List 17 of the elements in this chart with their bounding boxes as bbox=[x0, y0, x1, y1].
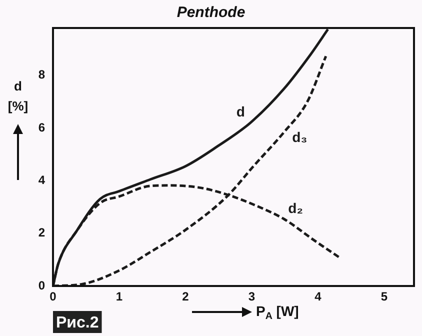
chart-title: Penthode bbox=[176, 4, 246, 22]
y-tick-label: 0 bbox=[38, 278, 46, 292]
text: Рис.2 bbox=[56, 314, 99, 332]
series-label: d₃ bbox=[292, 128, 308, 145]
y-tick-label: 4 bbox=[38, 173, 46, 188]
x-tick-label: 1 bbox=[116, 290, 123, 304]
y-tick-label: 8 bbox=[38, 68, 46, 82]
x-tick-label: 2 bbox=[182, 290, 190, 304]
series-label: d bbox=[236, 104, 245, 120]
y-axis-title: d [%] bbox=[8, 78, 28, 114]
y-tick-label: 2 bbox=[38, 226, 46, 240]
x-tick-label: 5 bbox=[380, 290, 388, 304]
x-tick-label: 0 bbox=[50, 290, 57, 304]
y-tick-label: 6 bbox=[38, 120, 46, 134]
x-tick-label: 4 bbox=[314, 290, 322, 304]
series-label: d₂ bbox=[288, 200, 303, 216]
x-tick-label: 3 bbox=[248, 290, 256, 304]
